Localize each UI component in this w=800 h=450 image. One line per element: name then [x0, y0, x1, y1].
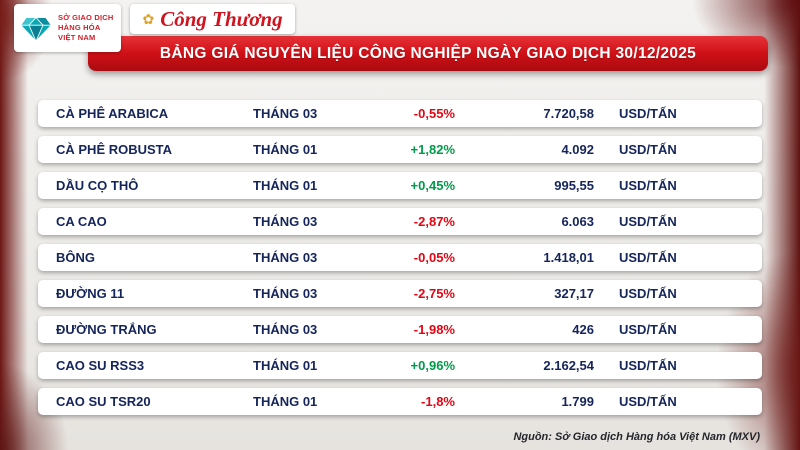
commodity-name: BÔNG: [56, 250, 95, 265]
mxv-logo-line-1: SỞ GIAO DỊCH: [58, 13, 114, 23]
contract-month: THÁNG 01: [253, 358, 318, 373]
price-value: 2.162,54: [543, 358, 594, 373]
price-unit: USD/TẤN: [619, 322, 677, 337]
change-percent: -1,8%: [421, 394, 455, 409]
mxv-logo-line-2: HÀNG HÓA: [58, 23, 101, 33]
change-percent: -2,87%: [413, 214, 455, 229]
commodity-name: DẦU CỌ THÔ: [56, 178, 139, 193]
commodity-name: CÀ PHÊ ROBUSTA: [56, 142, 173, 157]
table-row: DẦU CỌ THÔ THÁNG 01 +0,45% 995,55 USD/TẤ…: [38, 172, 762, 199]
contract-month: THÁNG 03: [253, 214, 318, 229]
congthuong-logo: ✿ Công Thương: [130, 4, 295, 34]
price-unit: USD/TẤN: [619, 250, 677, 265]
mxv-diamond-icon: [19, 17, 53, 43]
price-unit: USD/TẤN: [619, 178, 677, 193]
change-percent: -1,98%: [413, 322, 455, 337]
price-value: 1.799: [561, 394, 594, 409]
commodity-name: CAO SU RSS3: [56, 358, 145, 373]
price-value: 327,17: [554, 286, 594, 301]
logo-row: SỞ GIAO DỊCH HÀNG HÓA VIỆT NAM ✿ Công Th…: [14, 4, 295, 52]
price-unit: USD/TẤN: [619, 142, 677, 157]
price-value: 1.418,01: [543, 250, 594, 265]
flower-icon: ✿: [142, 11, 155, 27]
price-unit: USD/TẤN: [619, 214, 677, 229]
mxv-logo: SỞ GIAO DỊCH HÀNG HÓA VIỆT NAM: [14, 4, 122, 52]
contract-month: THÁNG 01: [253, 178, 318, 193]
price-value: 6.063: [561, 214, 594, 229]
table-row: CAO SU RSS3 THÁNG 01 +0,96% 2.162,54 USD…: [38, 352, 762, 379]
change-percent: -2,75%: [413, 286, 455, 301]
contract-month: THÁNG 01: [253, 394, 318, 409]
change-percent: +1,82%: [410, 142, 455, 157]
title-banner: BẢNG GIÁ NGUYÊN LIỆU CÔNG NGHIỆP NGÀY GI…: [88, 36, 768, 71]
table-row: CA CAO THÁNG 03 -2,87% 6.063 USD/TẤN: [38, 208, 762, 235]
table-row: ĐƯỜNG 11 THÁNG 03 -2,75% 327,17 USD/TẤN: [38, 280, 762, 307]
congthuong-logo-text: Công Thương: [160, 6, 283, 31]
table-row: CÀ PHÊ ARABICA THÁNG 03 -0,55% 7.720,58 …: [38, 100, 762, 127]
price-value: 4.092: [561, 142, 594, 157]
commodity-name: CA CAO: [56, 214, 107, 229]
mxv-logo-line-3: VIỆT NAM: [58, 32, 96, 42]
commodity-name: ĐƯỜNG 11: [56, 286, 125, 301]
page-title: BẢNG GIÁ NGUYÊN LIỆU CÔNG NGHIỆP NGÀY GI…: [159, 44, 697, 62]
price-unit: USD/TẤN: [619, 286, 677, 301]
price-value: 426: [572, 322, 594, 337]
commodity-name: CÀ PHÊ ARABICA: [56, 106, 169, 121]
contract-month: THÁNG 01: [253, 142, 318, 157]
price-unit: USD/TẤN: [619, 358, 677, 373]
contract-month: THÁNG 03: [253, 106, 318, 121]
table-row: ĐƯỜNG TRẮNG THÁNG 03 -1,98% 426 USD/TẤN: [38, 316, 762, 343]
change-percent: +0,96%: [410, 358, 455, 373]
table-row: CÀ PHÊ ROBUSTA THÁNG 01 +1,82% 4.092 USD…: [38, 136, 762, 163]
table-row: BÔNG THÁNG 03 -0,05% 1.418,01 USD/TẤN: [38, 244, 762, 271]
change-percent: +0,45%: [410, 178, 455, 193]
price-value: 995,55: [554, 178, 594, 193]
source-note: Nguồn: Sở Giao dịch Hàng hóa Việt Nam (M…: [513, 431, 760, 443]
commodity-name: ĐƯỜNG TRẮNG: [56, 322, 157, 337]
mxv-logo-text: SỞ GIAO DỊCH HÀNG HÓA VIỆT NAM: [58, 13, 113, 42]
price-table: CÀ PHÊ ARABICA THÁNG 03 -0,55% 7.720,58 …: [38, 100, 762, 415]
contract-month: THÁNG 03: [253, 250, 318, 265]
table-row: CAO SU TSR20 THÁNG 01 -1,8% 1.799 USD/TẤ…: [38, 388, 762, 415]
change-percent: -0,55%: [413, 106, 455, 121]
contract-month: THÁNG 03: [253, 286, 318, 301]
price-unit: USD/TẤN: [619, 106, 677, 121]
price-value: 7.720,58: [543, 106, 594, 121]
price-unit: USD/TẤN: [619, 394, 677, 409]
contract-month: THÁNG 03: [253, 322, 318, 337]
change-percent: -0,05%: [413, 250, 455, 265]
commodity-name: CAO SU TSR20: [56, 394, 151, 409]
